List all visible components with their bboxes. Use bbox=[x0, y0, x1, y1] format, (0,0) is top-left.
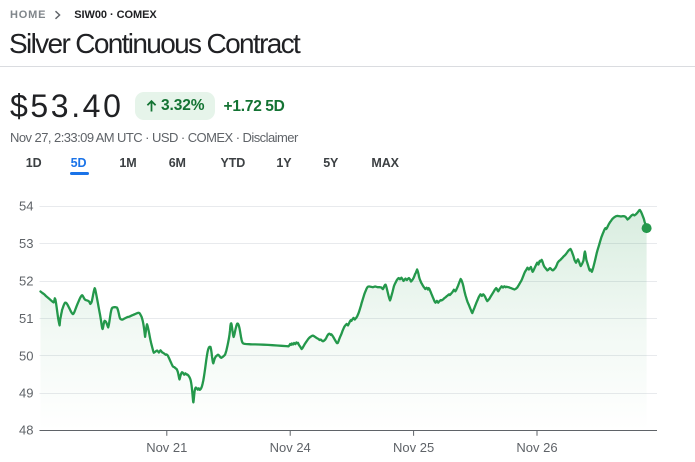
svg-text:51: 51 bbox=[19, 311, 33, 326]
svg-text:Nov 21: Nov 21 bbox=[146, 440, 187, 455]
svg-text:Nov 25: Nov 25 bbox=[393, 440, 434, 455]
svg-text:Nov 26: Nov 26 bbox=[516, 440, 557, 455]
svg-text:49: 49 bbox=[19, 386, 33, 401]
svg-text:52: 52 bbox=[19, 274, 33, 289]
svg-text:Nov 24: Nov 24 bbox=[270, 440, 311, 455]
svg-text:48: 48 bbox=[19, 423, 33, 438]
svg-text:54: 54 bbox=[19, 199, 33, 214]
svg-text:53: 53 bbox=[19, 236, 33, 251]
svg-text:50: 50 bbox=[19, 348, 33, 363]
